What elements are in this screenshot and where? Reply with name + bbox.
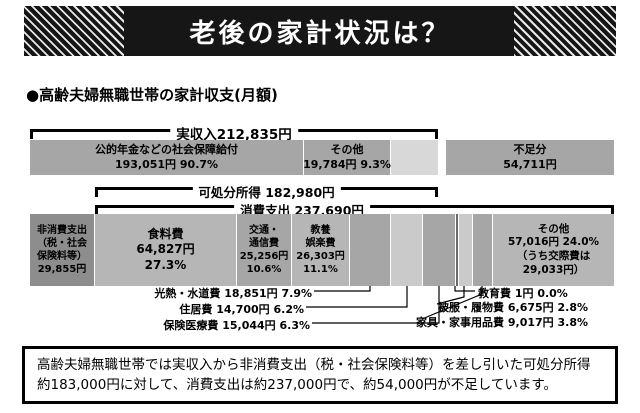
segment-transport-value: 25,256円: [239, 251, 289, 262]
bracket-consumption: 消費支出 237,690円: [95, 200, 614, 219]
summary-note: 高齢夫婦無職世帯では実収入から非消費支出（税・社会保険料等）を差し引いた可処分所…: [37, 356, 591, 393]
segment-expense-other-note2: 29,033円）: [522, 263, 585, 276]
segment-housing: [391, 214, 422, 286]
segment-shortfall-label: 不足分: [513, 143, 547, 157]
callout-housing: 住居費 14,700円 6.2%: [179, 303, 304, 316]
connector-education: [454, 286, 475, 292]
segment-expense-other-note: （うち交際費は: [516, 250, 591, 262]
title-banner: 老後の家計状況は？: [24, 6, 616, 56]
callout-medical: 保険医療費 15,044円 6.3%: [163, 319, 310, 332]
banner-solid-panel: [124, 6, 514, 56]
segment-culture-label2: 娯楽費: [305, 238, 336, 249]
segment-expense-other: その他 57,016円 24.0% （うち交際費は 29,033円）: [493, 214, 614, 286]
connector-housing: [306, 286, 408, 308]
callout-clothing: 被服・履物費 6,675円 2.8%: [438, 301, 588, 314]
segment-public-pension-label: 公的年金などの社会保障給付: [95, 143, 238, 157]
segment-public-pension: 公的年金などの社会保障給付 193,051円 90.7%: [30, 140, 303, 175]
segment-shortfall: 不足分 54,711円: [446, 140, 614, 175]
segment-transport-pct: 10.6%: [246, 264, 282, 275]
bracket-income: 実収入212,835円: [30, 123, 438, 143]
segment-clothing: [459, 214, 472, 286]
segment-nonconsumption-label2: （税・社会: [37, 238, 87, 249]
segment-shortfall-value: 54,711円: [503, 157, 557, 171]
callout-furniture: 家具・家事用品費 9,017円 3.8%: [416, 316, 588, 329]
segment-nonconsumption-label3: 保険料等）: [37, 251, 87, 262]
segment-nonconsumption-value: 29,855円: [37, 264, 87, 275]
segment-culture-value: 26,303円: [296, 251, 345, 262]
segment-income-other-value: 19,784円 9.3%: [303, 157, 391, 171]
segment-food: 食料費 64,827円 27.3%: [95, 214, 236, 286]
segment-culture-pct: 11.1%: [303, 264, 338, 275]
bracket-disposable-income-label: 可処分所得 182,980円: [192, 182, 341, 201]
segment-furniture: [473, 214, 492, 286]
segment-food-value: 64,827円: [136, 242, 195, 257]
segment-food-pct: 27.3%: [144, 257, 187, 272]
connector-utilities: [314, 286, 371, 292]
segment-income-filler: [391, 140, 438, 175]
segment-transport-label: 交通・: [249, 225, 279, 236]
segment-food-label: 食料費: [147, 226, 184, 241]
section-heading: ●高齢夫婦無職世帯の家計収支(月額): [26, 86, 278, 104]
segment-culture-label: 教養: [310, 225, 331, 236]
segment-nonconsumption-label: 非消費支出: [37, 225, 87, 236]
page-title: 老後の家計状況は？: [189, 18, 451, 49]
segment-expense-other-value: 57,016円 24.0%: [507, 236, 600, 249]
callout-utilities: 光熱・水道費 18,851円 7.9%: [154, 287, 312, 300]
bracket-income-label: 実収入212,835円: [170, 123, 298, 143]
bracket-disposable-income: 可処分所得 182,980円: [95, 182, 438, 201]
segment-income-other-label: その他: [330, 143, 364, 157]
segment-transport-label2: 通信費: [249, 238, 279, 249]
segment-expense-other-label: その他: [537, 222, 570, 235]
segment-nonconsumption: 非消費支出 （税・社会 保険料等） 29,855円: [30, 214, 94, 286]
segment-income-other: その他 19,784円 9.3%: [303, 140, 391, 175]
segment-utilities: [350, 214, 390, 286]
callout-education: 教育費 1円 0.0%: [478, 287, 568, 300]
summary-note-box: 高齢夫婦無職世帯では実収入から非消費支出（税・社会保険料等）を差し引いた可処分所…: [22, 346, 618, 404]
segment-culture-entertainment: 教養 娯楽費 26,303円 11.1%: [292, 214, 349, 286]
segment-transport-communication: 交通・ 通信費 25,256円 10.6%: [237, 214, 291, 286]
segment-public-pension-value: 193,051円 90.7%: [114, 157, 219, 171]
segment-education: [456, 214, 458, 286]
segment-medical: [423, 214, 455, 286]
